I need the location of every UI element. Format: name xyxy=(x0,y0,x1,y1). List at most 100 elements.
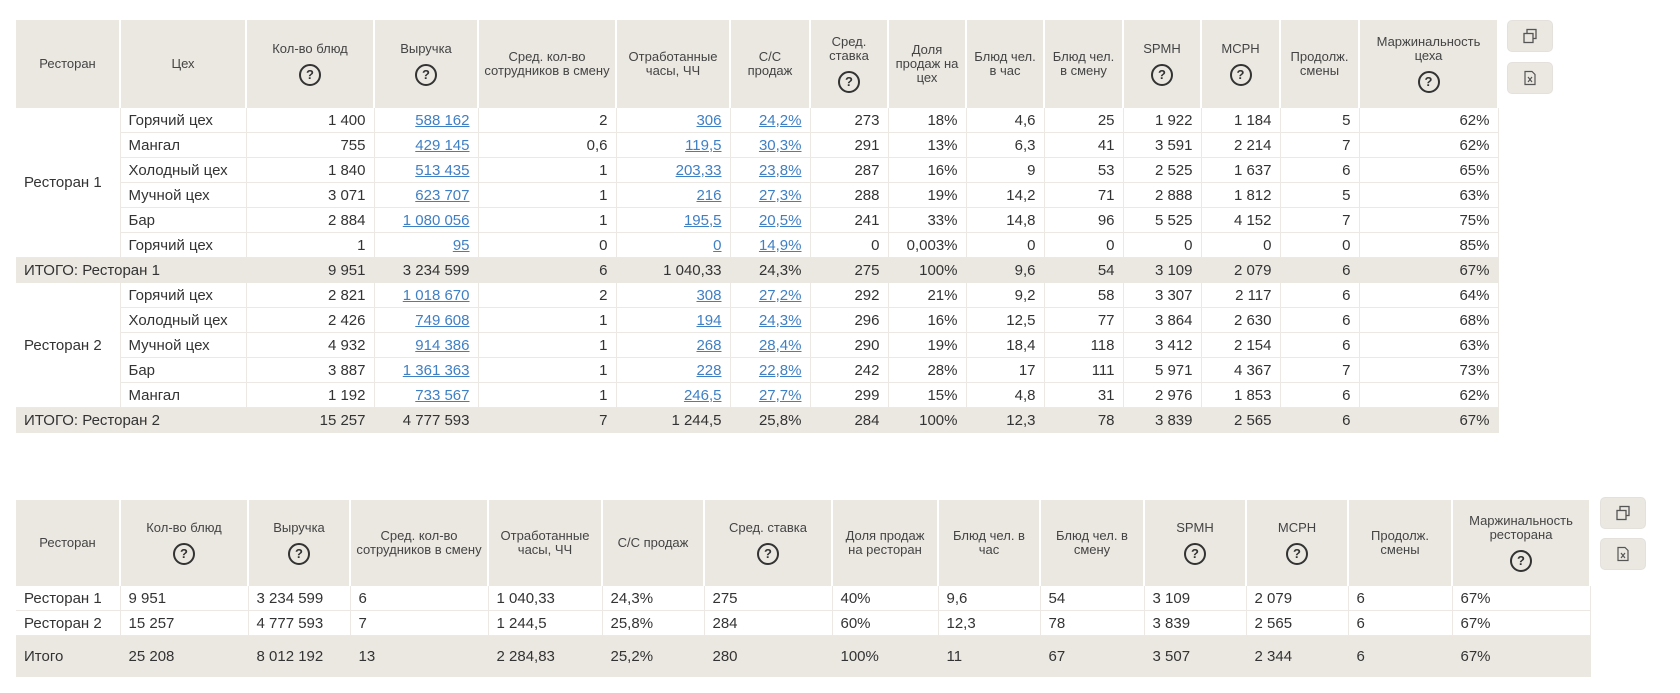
drilldown-link[interactable]: 216 xyxy=(696,186,722,204)
drilldown-link[interactable]: 119,5 xyxy=(685,136,722,154)
column-header-label: SPMH xyxy=(1143,41,1181,56)
total-value: 8 012 192 xyxy=(248,635,351,677)
help-icon[interactable]: ? xyxy=(1151,64,1173,86)
help-icon[interactable]: ? xyxy=(757,543,779,565)
column-header-label: Блюд чел. в смену xyxy=(1052,49,1115,78)
total-value: 2 565 xyxy=(1201,407,1281,433)
value-cell: 3 307 xyxy=(1123,282,1202,308)
help-icon[interactable]: ? xyxy=(288,543,310,565)
value-cell: 6 xyxy=(1348,610,1453,636)
value-cell: 5 xyxy=(1280,108,1360,133)
drilldown-link[interactable]: 27,7% xyxy=(758,386,802,404)
copy-button-2[interactable] xyxy=(1600,497,1646,529)
column-header-label: Доля продаж на цех xyxy=(895,42,959,85)
value-cell: 1 xyxy=(478,382,617,408)
total-value: 2 284,83 xyxy=(488,635,603,677)
value-cell: 284 xyxy=(704,610,833,636)
help-icon[interactable]: ? xyxy=(1286,543,1308,565)
help-icon[interactable]: ? xyxy=(1184,543,1206,565)
value-cell: 1 840 xyxy=(246,157,375,183)
drilldown-link[interactable]: 20,5% xyxy=(758,211,802,229)
column-header-label: Кол-во блюд xyxy=(272,41,348,56)
value-cell: 290 xyxy=(810,332,889,358)
drilldown-link[interactable]: 30,3% xyxy=(758,136,802,154)
drilldown-link[interactable]: 749 608 xyxy=(415,311,470,329)
value-cell: 6 xyxy=(1348,586,1453,611)
drilldown-link[interactable]: 195,5 xyxy=(683,211,722,229)
value-cell: 0 xyxy=(478,232,617,258)
column-header-label: Сред. кол-во сотрудников в смену xyxy=(356,528,482,557)
value-cell: 7 xyxy=(1280,207,1360,233)
drilldown-link[interactable]: 24,2% xyxy=(758,111,802,129)
table-row: Мангал 1 192 733 567 1 246,5 27,7% 299 15% 4,8 31… xyxy=(16,382,1499,408)
value-cell: 58 xyxy=(1044,282,1124,308)
workshop-cell: Холодный цех xyxy=(120,307,247,333)
total-value: 78 xyxy=(1044,407,1124,433)
drilldown-link[interactable]: 268 xyxy=(696,336,722,354)
column-header-label: Доля продаж на ресторан xyxy=(845,528,925,557)
copy-button-1[interactable] xyxy=(1507,20,1553,52)
help-icon[interactable]: ? xyxy=(299,64,321,86)
value-cell: 2 154 xyxy=(1201,332,1281,358)
total-value: 25,2% xyxy=(602,635,705,677)
drilldown-link[interactable]: 246,5 xyxy=(683,386,722,404)
drilldown-link[interactable]: 22,8% xyxy=(758,361,802,379)
drilldown-link[interactable]: 1 080 056 xyxy=(402,211,470,229)
value-cell: 1 080 056 xyxy=(374,207,479,233)
drilldown-link[interactable]: 228 xyxy=(696,361,722,379)
drilldown-link[interactable]: 513 435 xyxy=(415,161,470,179)
total-value: 9,6 xyxy=(966,257,1045,283)
drilldown-link[interactable]: 588 162 xyxy=(415,111,470,129)
value-cell: 111 xyxy=(1044,357,1124,383)
help-icon[interactable]: ? xyxy=(1417,71,1440,93)
drilldown-link[interactable]: 0 xyxy=(713,236,722,254)
drilldown-link[interactable]: 203,33 xyxy=(675,161,722,179)
drilldown-link[interactable]: 27,3% xyxy=(758,186,802,204)
excel-export-button-2[interactable] xyxy=(1600,538,1646,570)
column-header: Блюд чел. в смену xyxy=(1044,20,1124,108)
drilldown-link[interactable]: 24,3% xyxy=(758,311,802,329)
value-cell: 1 040,33 xyxy=(488,586,603,611)
total-value: 6 xyxy=(1348,635,1453,677)
drilldown-link[interactable]: 14,9% xyxy=(758,236,802,254)
value-cell: 19% xyxy=(888,182,967,208)
drilldown-link[interactable]: 1 361 363 xyxy=(402,361,470,379)
column-header-label: Сред. ставка xyxy=(728,520,808,535)
drilldown-link[interactable]: 194 xyxy=(696,311,722,329)
drilldown-link[interactable]: 1 018 670 xyxy=(402,286,470,304)
total-value: 67 xyxy=(1040,635,1145,677)
help-icon[interactable]: ? xyxy=(415,64,437,86)
column-header-label: Цех xyxy=(171,56,195,71)
restaurant-cell: Ресторан 1 xyxy=(16,586,121,611)
value-cell: 429 145 xyxy=(374,132,479,158)
drilldown-link[interactable]: 306 xyxy=(696,111,722,129)
drilldown-link[interactable]: 914 386 xyxy=(415,336,470,354)
total-value: 67% xyxy=(1359,407,1499,433)
workshop-cell: Бар xyxy=(120,357,247,383)
column-header: Сред. кол-во сотрудников в смену xyxy=(478,20,617,108)
drilldown-link[interactable]: 95 xyxy=(452,236,470,254)
help-icon[interactable]: ? xyxy=(1510,550,1532,572)
drilldown-link[interactable]: 733 567 xyxy=(415,386,470,404)
total-value: 2 079 xyxy=(1201,257,1281,283)
value-cell: 19% xyxy=(888,332,967,358)
column-header: Продолж. смены xyxy=(1348,500,1453,586)
column-header-label: MCPH xyxy=(1277,520,1317,535)
help-icon[interactable]: ? xyxy=(1229,64,1252,86)
workshop-cell: Горячий цех xyxy=(120,282,247,308)
drilldown-link[interactable]: 623 707 xyxy=(415,186,470,204)
drilldown-link[interactable]: 429 145 xyxy=(415,136,470,154)
workshop-cell: Мангал xyxy=(120,382,247,408)
table-row: Ресторан 2 Горячий цех 2 821 1 018 670 2 308 2… xyxy=(16,282,1499,408)
drilldown-link[interactable]: 308 xyxy=(696,286,722,304)
drilldown-link[interactable]: 27,2% xyxy=(758,286,802,304)
value-cell: 60% xyxy=(832,610,939,636)
help-icon[interactable]: ? xyxy=(838,71,860,93)
column-header: Отработанные часы, ЧЧ xyxy=(616,20,731,108)
drilldown-link[interactable]: 28,4% xyxy=(758,336,802,354)
help-icon[interactable]: ? xyxy=(173,543,195,565)
table-row: Бар 3 887 1 361 363 1 228 22,8% 242 28% 17 111 5 9… xyxy=(16,357,1499,383)
drilldown-link[interactable]: 23,8% xyxy=(758,161,802,179)
excel-export-button-1[interactable] xyxy=(1507,62,1553,94)
